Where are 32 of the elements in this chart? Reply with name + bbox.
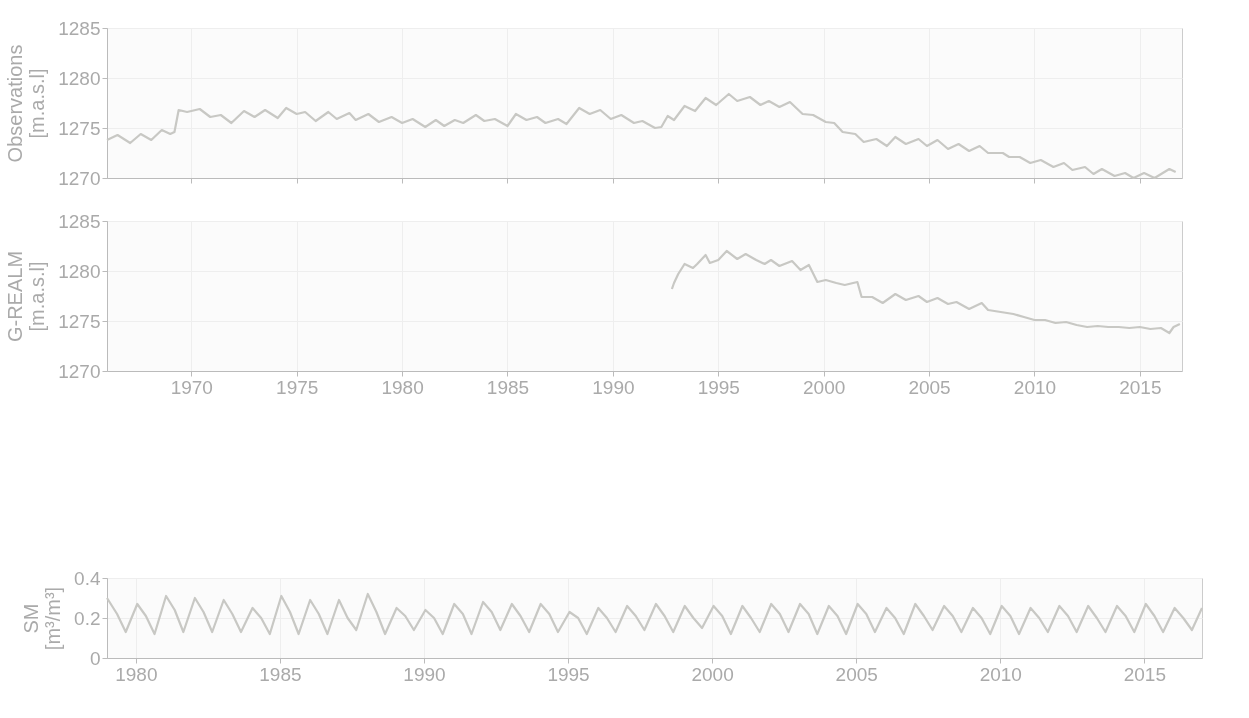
- x-tick-label: 2010: [979, 663, 1022, 685]
- x-tick-label: 1970: [170, 376, 213, 398]
- x-tick-label: 1985: [259, 663, 302, 685]
- y-axis-title: SM [m³/m³]: [20, 586, 65, 651]
- y-tick-label: 1285: [58, 210, 101, 232]
- x-tick-label: 1990: [592, 376, 635, 398]
- y-tick-label: 1275: [58, 117, 101, 139]
- y-tick-label: 1270: [58, 360, 101, 382]
- y-tick-label: 0.2: [74, 607, 101, 629]
- x-tick-label: 2005: [835, 663, 878, 685]
- x-tick-label: 1995: [547, 663, 590, 685]
- x-tick-label: 1975: [276, 376, 319, 398]
- y-tick-label: 1270: [58, 167, 101, 189]
- x-tick-label: 2015: [1119, 376, 1162, 398]
- y-axis-title: G-REALM [m.a.s.l]: [4, 250, 49, 343]
- y-tick-label: 1285: [58, 17, 101, 39]
- x-tick-label: 1980: [381, 376, 424, 398]
- y-tick-label: 1280: [58, 260, 101, 282]
- x-tick-label: 2000: [691, 663, 734, 685]
- x-tick-label: 2005: [908, 376, 951, 398]
- y-tick-label: 1275: [58, 310, 101, 332]
- y-tick-label: 1280: [58, 67, 101, 89]
- x-tick-label: 2000: [803, 376, 846, 398]
- x-tick-label: 1980: [115, 663, 158, 685]
- y-tick-label: 0.4: [74, 567, 101, 589]
- y-tick-label: 0: [89, 647, 101, 669]
- x-tick-label: 1990: [403, 663, 446, 685]
- x-tick-label: 1995: [697, 376, 740, 398]
- x-tick-label: 2015: [1123, 663, 1167, 685]
- x-tick-label: 1985: [486, 376, 530, 398]
- x-tick-label: 2010: [1013, 376, 1057, 398]
- y-axis-title: Observations [m.a.s.l]: [4, 44, 49, 163]
